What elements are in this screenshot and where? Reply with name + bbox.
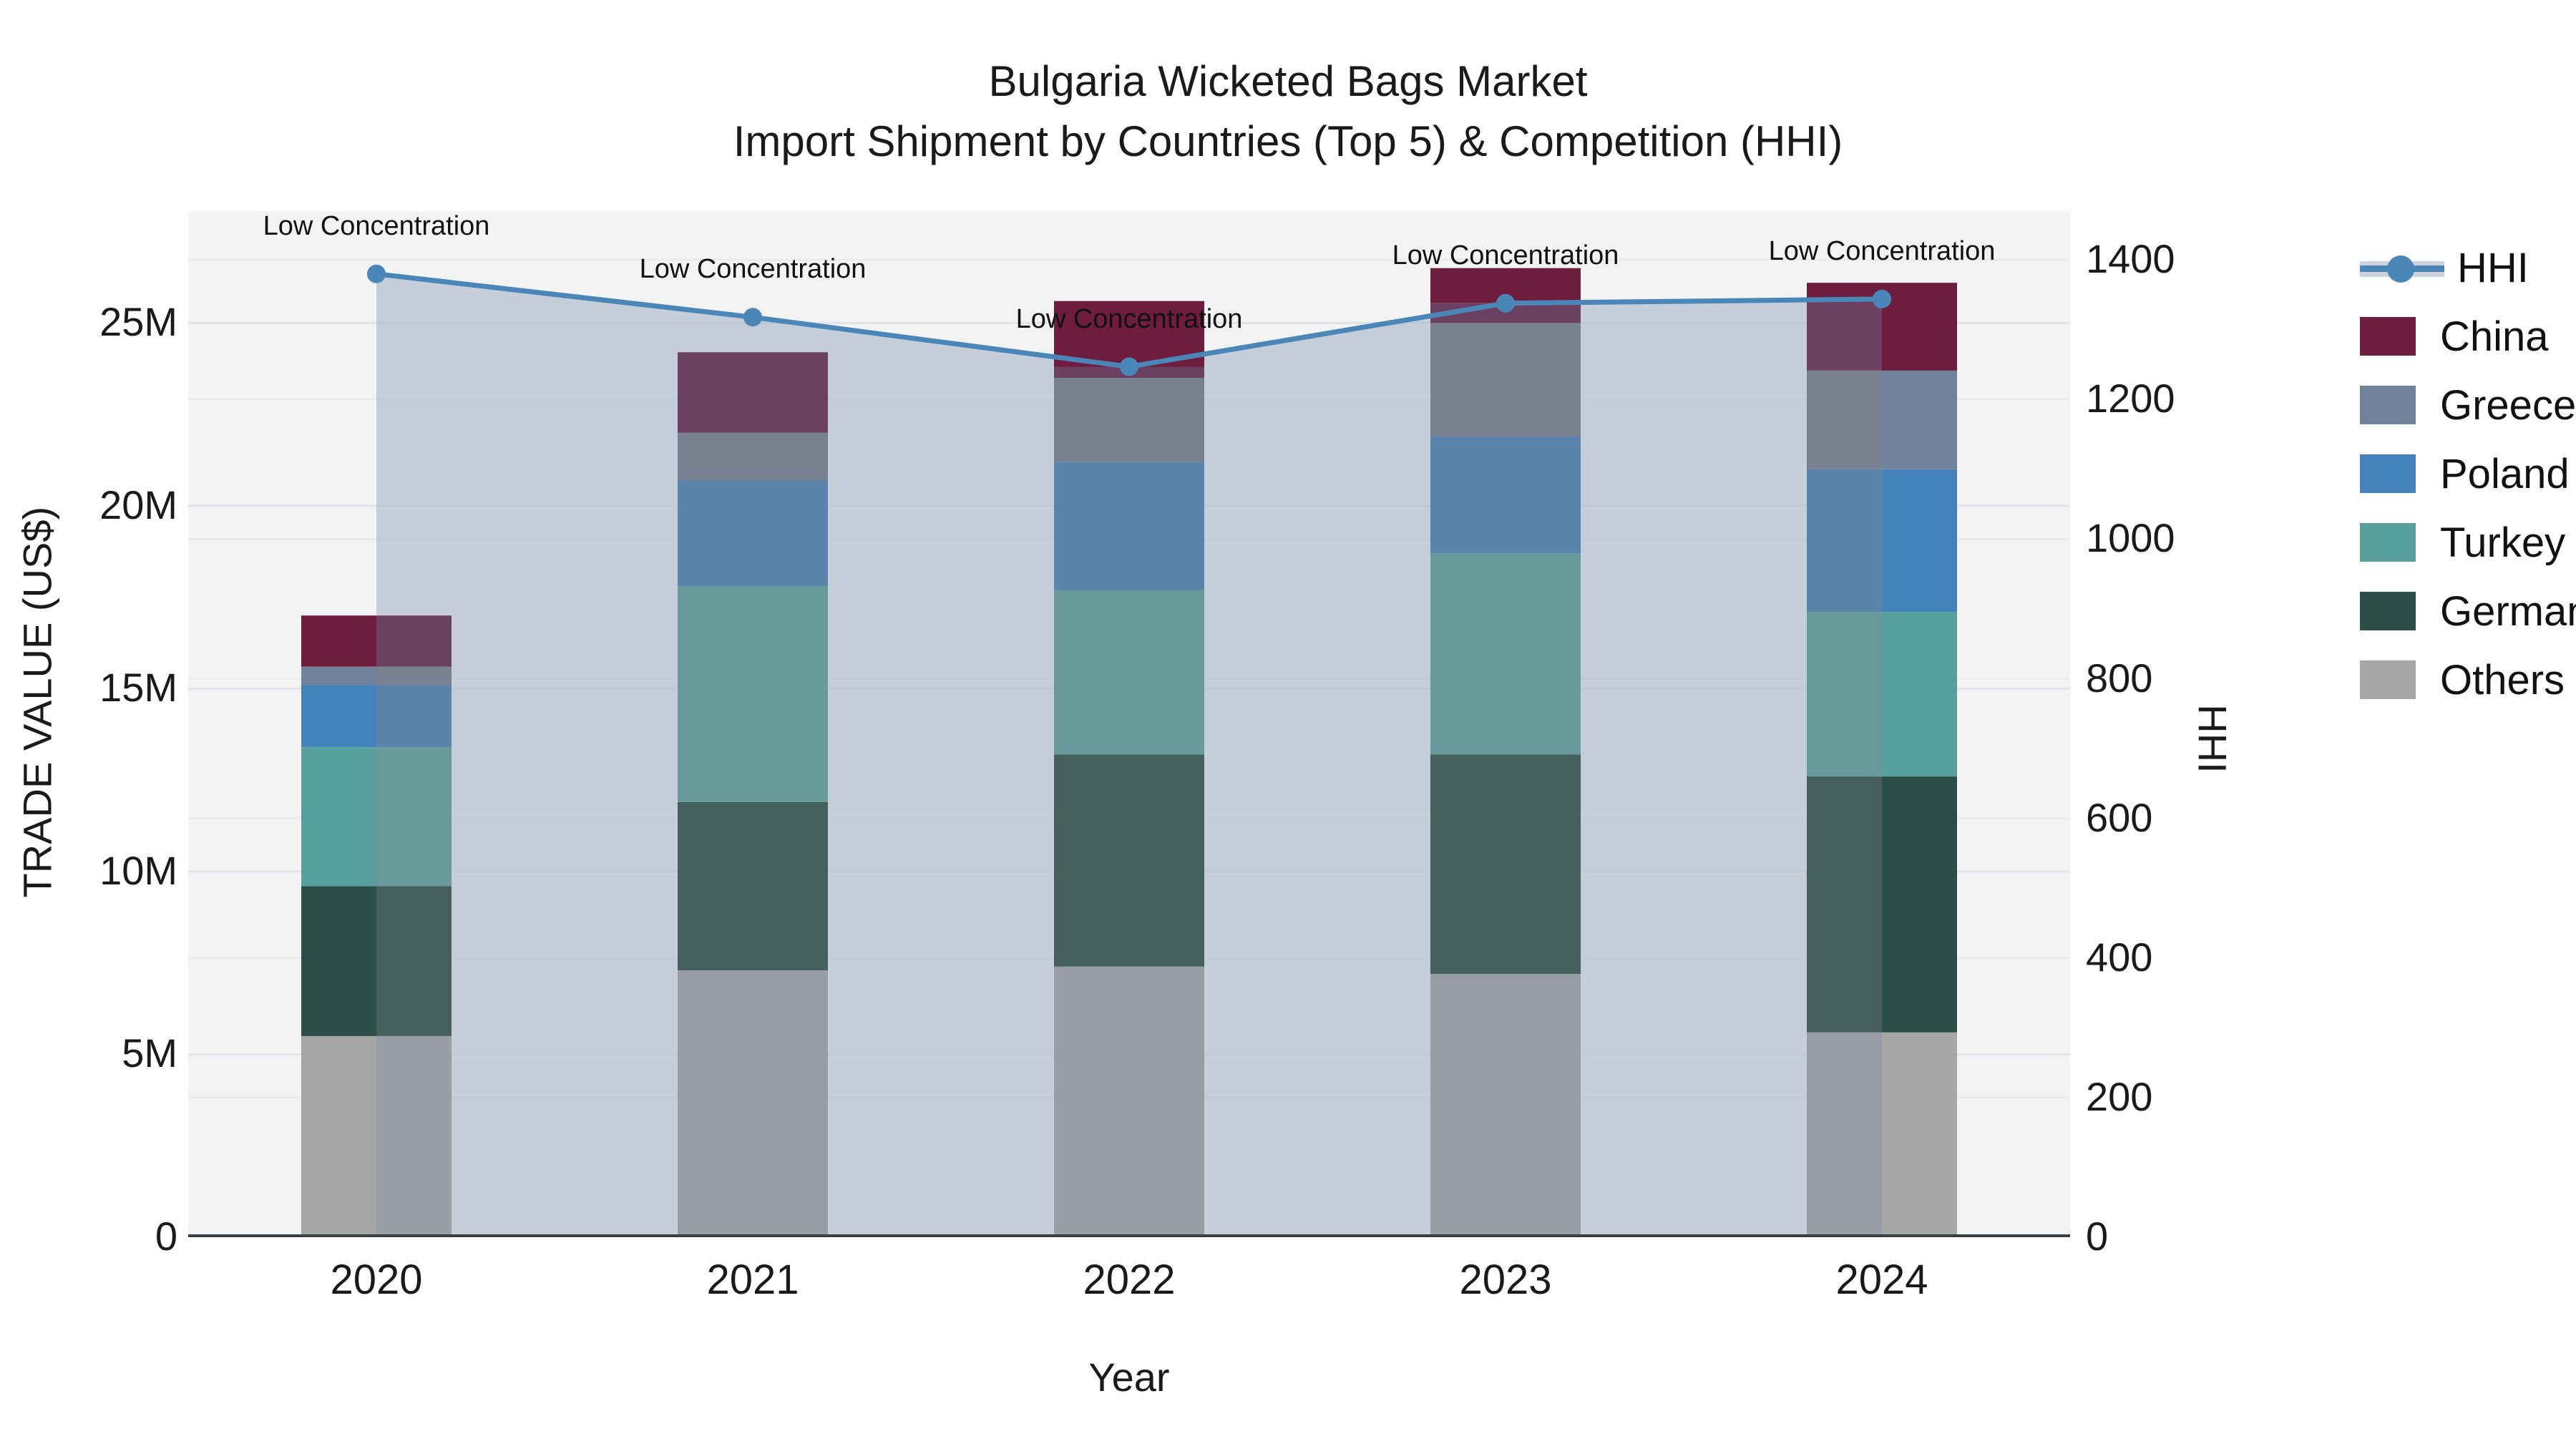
legend-item-germany[interactable]: Germany <box>2360 577 2576 645</box>
legend-item-greece[interactable]: Greece <box>2360 371 2576 439</box>
y-axis-title: TRADE VALUE (US$) <box>14 506 60 898</box>
annotation-low-concentration: Low Concentration <box>1768 235 1996 266</box>
legend-label: Poland <box>2440 450 2570 497</box>
y2-tick-label: 400 <box>2086 934 2153 980</box>
chart-canvas <box>188 211 2070 1237</box>
chart-title-line2: Import Shipment by Countries (Top 5) & C… <box>733 117 1843 165</box>
y2-tick-label: 1200 <box>2086 376 2175 421</box>
x-tick-label: 2024 <box>1835 1257 1928 1303</box>
y-tick-label: 0 <box>155 1214 177 1259</box>
legend-swatch-greece <box>2360 386 2416 424</box>
x-tick-label: 2021 <box>706 1257 799 1303</box>
legend-item-poland[interactable]: Poland <box>2360 439 2576 508</box>
y2-tick-label: 800 <box>2086 655 2153 701</box>
y-tick-label: 20M <box>99 482 177 527</box>
y2-tick-label: 200 <box>2086 1073 2153 1119</box>
plot-area <box>188 211 2070 1237</box>
hhi-marker-dot <box>2387 255 2414 283</box>
legend-swatch-china <box>2360 317 2416 356</box>
legend-item-turkey[interactable]: Turkey <box>2360 508 2576 577</box>
annotation-low-concentration: Low Concentration <box>639 254 867 285</box>
chart-title: Bulgaria Wicketed Bags Market Import Shi… <box>0 52 2576 172</box>
legend-item-others[interactable]: Others <box>2360 645 2576 714</box>
y2-tick-label: 0 <box>2086 1214 2109 1259</box>
legend-label: China <box>2440 313 2549 360</box>
legend-item-china[interactable]: China <box>2360 302 2576 371</box>
chart-title-line1: Bulgaria Wicketed Bags Market <box>988 57 1588 105</box>
annotation-low-concentration: Low Concentration <box>263 210 490 241</box>
y-tick-label: 25M <box>99 299 177 345</box>
legend-label: Others <box>2440 656 2565 703</box>
legend-swatch-germany <box>2360 592 2416 630</box>
annotation-low-concentration: Low Concentration <box>1392 240 1619 270</box>
y-tick-label: 15M <box>99 665 177 711</box>
y-tick-label: 5M <box>122 1030 177 1076</box>
legend-label: HHI <box>2457 244 2529 291</box>
hhi-line-icon <box>2360 248 2444 287</box>
legend-label: Turkey <box>2440 519 2566 566</box>
y2-tick-label: 1000 <box>2086 515 2175 561</box>
y2-tick-label: 1400 <box>2086 236 2175 282</box>
y2-tick-label: 600 <box>2086 794 2153 840</box>
legend: HHI China Greece Poland Turkey Germany Others <box>2360 233 2576 714</box>
annotation-low-concentration: Low Concentration <box>1015 303 1243 334</box>
x-tick-label: 2020 <box>330 1257 423 1303</box>
y-tick-label: 10M <box>99 847 177 893</box>
legend-item-hhi[interactable]: HHI <box>2360 233 2576 302</box>
x-axis-title: Year <box>1088 1355 1170 1400</box>
legend-label: Germany <box>2440 587 2576 635</box>
legend-swatch-poland <box>2360 454 2416 493</box>
legend-label: Greece <box>2440 381 2576 429</box>
legend-swatch-turkey <box>2360 523 2416 562</box>
x-tick-label: 2022 <box>1083 1257 1176 1303</box>
legend-swatch-others <box>2360 660 2416 699</box>
x-tick-label: 2023 <box>1459 1257 1552 1303</box>
